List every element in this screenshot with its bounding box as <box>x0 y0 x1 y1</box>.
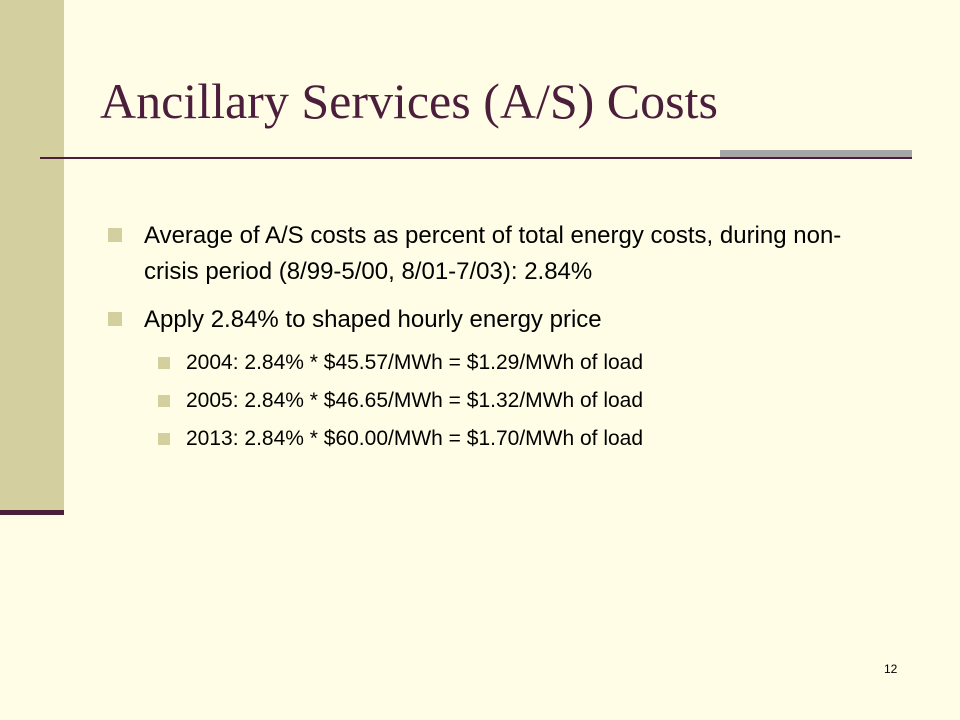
bullet: Average of A/S costs as percent of total… <box>108 218 884 290</box>
sub-bullet: 2013: 2.84% * $60.00/MWh = $1.70/MWh of … <box>108 426 908 452</box>
sub-bullet: 2004: 2.84% * $45.57/MWh = $1.29/MWh of … <box>108 350 908 376</box>
side-bar-foot <box>0 510 64 515</box>
page-number: 12 <box>884 662 898 676</box>
sub-bullet: 2005: 2.84% * $46.65/MWh = $1.32/MWh of … <box>108 388 908 414</box>
rule-accent <box>720 150 912 158</box>
bullet-list: Average of A/S costs as percent of total… <box>108 218 908 452</box>
bullet: Apply 2.84% to shaped hourly energy pric… <box>108 302 884 338</box>
title: Ancillary Services (A/S) Costs <box>100 73 718 129</box>
rule <box>40 157 912 159</box>
side-bar <box>0 0 64 512</box>
